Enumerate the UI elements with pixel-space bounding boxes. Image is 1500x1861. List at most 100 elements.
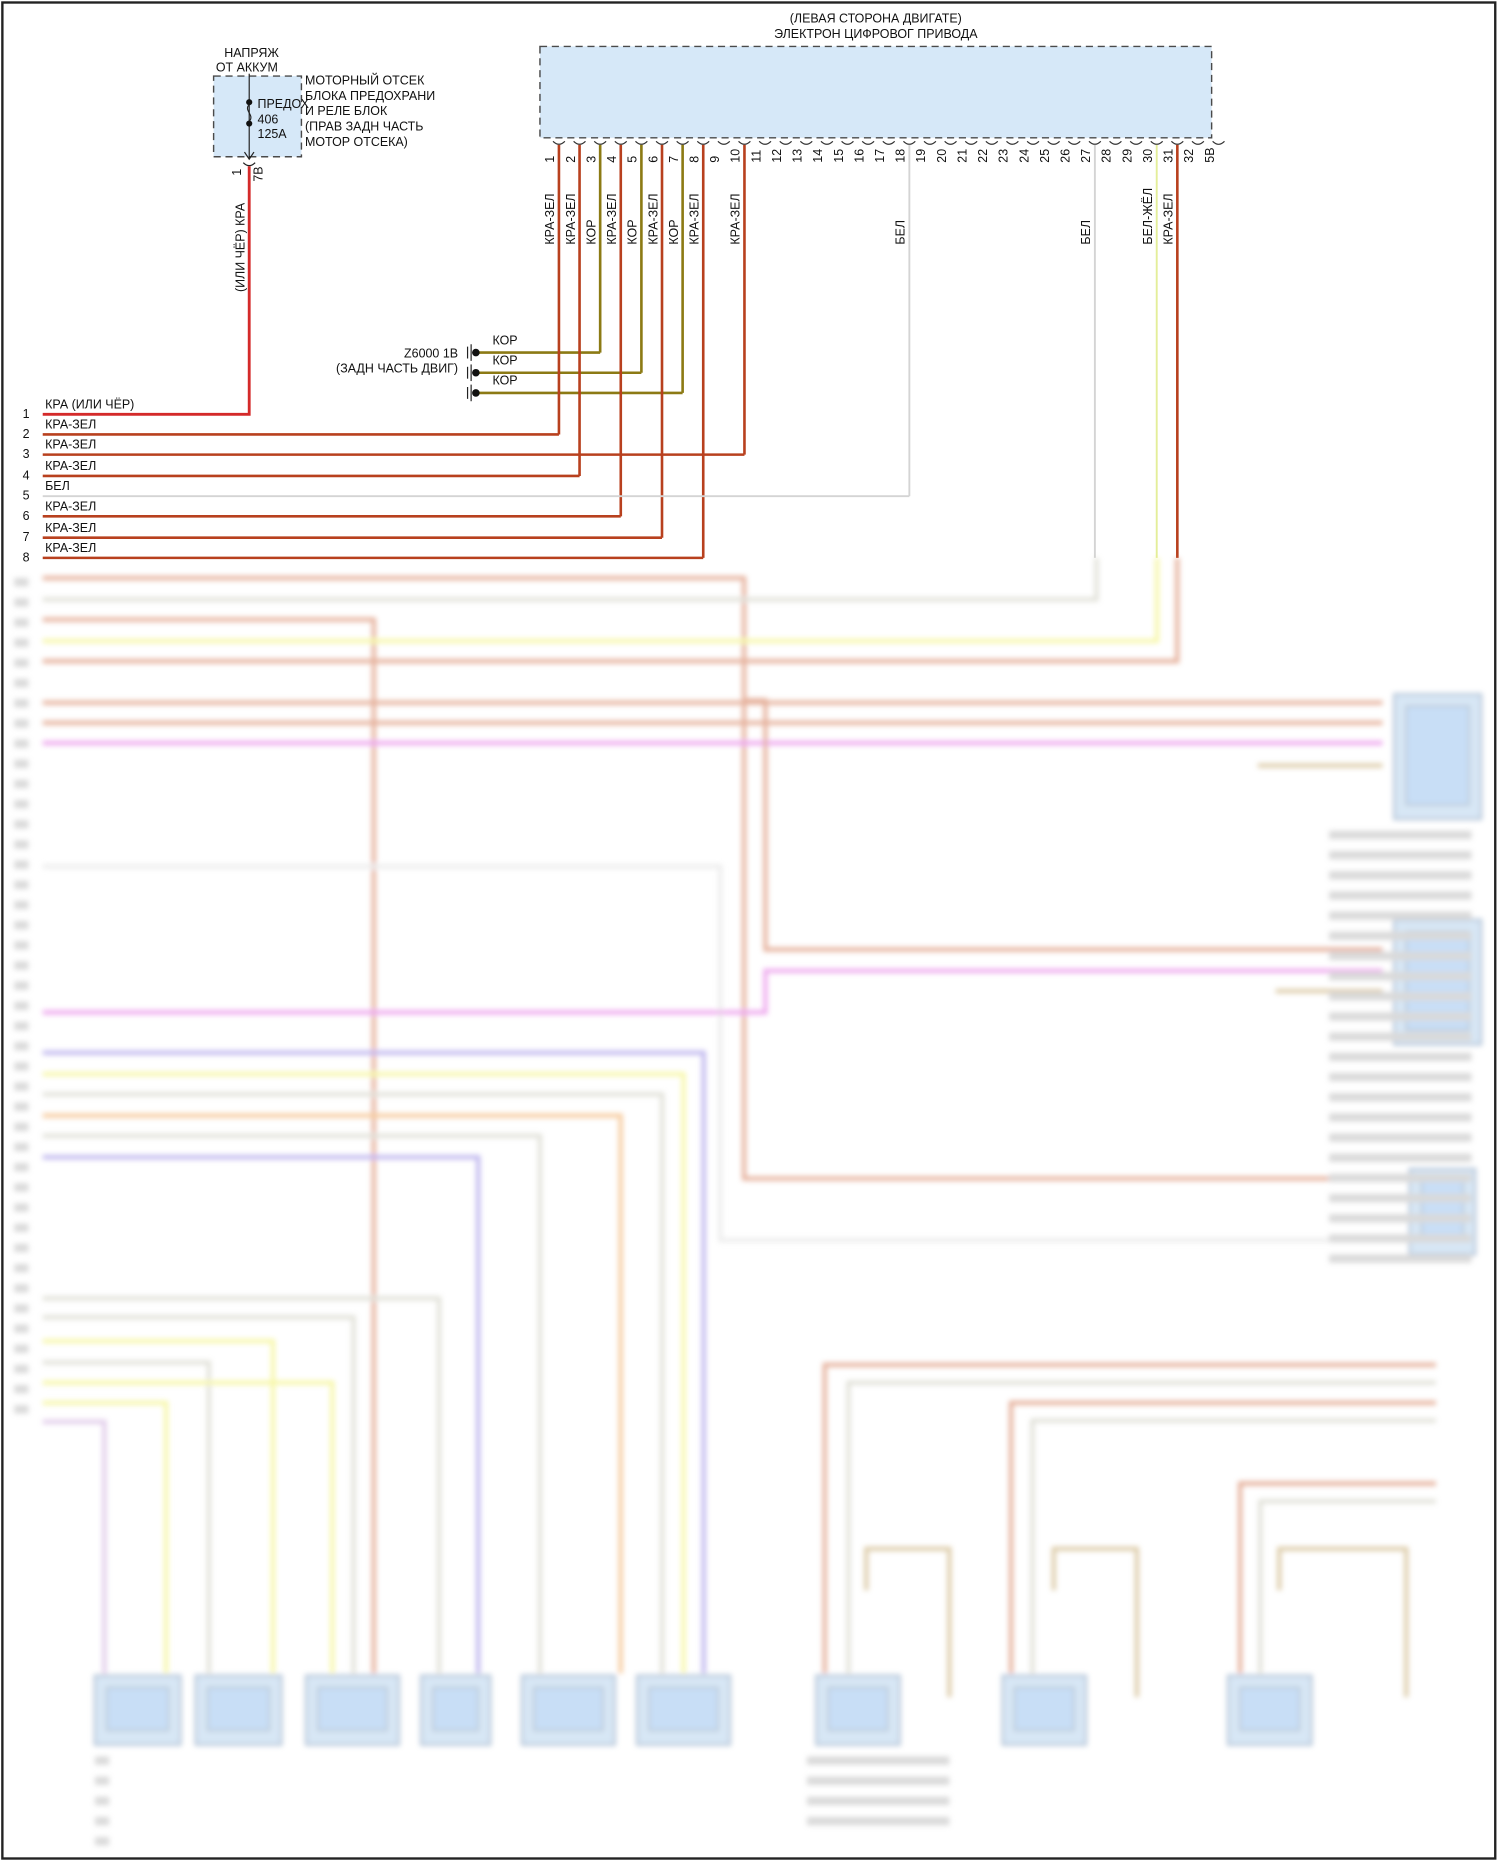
blurred-wire xyxy=(1238,1481,1436,1674)
blurred-wire xyxy=(42,1360,211,1674)
pin-socket-icon xyxy=(861,140,875,145)
blurred-text xyxy=(14,638,29,647)
harness-row-number: 4 xyxy=(23,469,30,483)
blurred-text xyxy=(14,1263,29,1273)
blurred-text xyxy=(1329,830,1472,840)
blurred-wire xyxy=(42,1296,442,1674)
blurred-wire xyxy=(42,1380,335,1674)
pin-number: 14 xyxy=(811,149,825,163)
harness-row-label: КРА-ЗЕЛ xyxy=(45,459,96,473)
supply-label-1: НАПРЯЖ xyxy=(224,46,279,60)
ground-wire-label: КОР xyxy=(492,374,517,388)
blurred-wire xyxy=(1051,1546,1139,1698)
harness-row-number: 5 xyxy=(23,489,30,503)
pin-number: 15 xyxy=(832,149,846,163)
pin-socket-icon xyxy=(614,140,628,145)
blurred-text xyxy=(94,1756,110,1765)
pin-socket-icon xyxy=(1150,140,1164,145)
blurred-text xyxy=(1329,931,1472,940)
wire-color-label: БЕЛ-ЖЁЛ xyxy=(1141,188,1155,245)
blurred-wire xyxy=(42,575,1407,1181)
fuse-location-label: МОТОР ОТСЕКА) xyxy=(305,135,408,149)
blurred-text xyxy=(94,1776,110,1785)
blurred-text xyxy=(14,739,29,748)
pin-socket-icon xyxy=(882,140,896,145)
blurred-text xyxy=(14,678,29,688)
blurred-text xyxy=(14,658,29,668)
blurred-text xyxy=(14,759,29,768)
digital-drive-module: (ЛЕВАЯ СТОРОНА ДВИГАТЕ) ЭЛЕКТРОН ЦИФРОВО… xyxy=(539,12,1225,163)
blurred-text xyxy=(14,860,29,869)
blurred-wire xyxy=(42,1092,665,1674)
pin-socket-icon xyxy=(964,140,978,145)
pin-socket-icon xyxy=(593,140,607,145)
pin-number: 31 xyxy=(1162,149,1176,163)
module-box xyxy=(539,45,1213,139)
pin-number: 23 xyxy=(997,149,1011,163)
ground-wire-label: КОР xyxy=(492,333,517,347)
fuse-wire-label: (ИЛИ ЧЁР) КРА xyxy=(233,202,247,292)
blurred-text xyxy=(14,961,29,970)
pin-number: 29 xyxy=(1120,149,1134,163)
pin-socket-icon xyxy=(552,140,566,145)
pin-socket-icon xyxy=(758,140,772,145)
blurred-text xyxy=(14,1042,29,1051)
pin-number: 20 xyxy=(935,149,949,163)
fuse-terminal xyxy=(246,120,253,127)
blurred-text xyxy=(1329,871,1472,880)
blurred-text xyxy=(14,1001,29,1011)
blurred-text xyxy=(14,1324,29,1333)
pin-socket-icon xyxy=(717,140,731,145)
blurred-text xyxy=(14,1344,29,1353)
harness-row-number: 6 xyxy=(23,509,30,523)
ground-point xyxy=(472,389,480,397)
harness-row-number: 7 xyxy=(23,530,30,544)
pin-number: 26 xyxy=(1059,149,1073,163)
ground-point xyxy=(472,348,480,357)
blurred-text xyxy=(94,1796,110,1806)
harness-row-label: КРА-ЗЕЛ xyxy=(45,438,96,452)
fuse-rating: 125A xyxy=(258,127,288,141)
blurred-text xyxy=(14,1243,29,1253)
blurred-text xyxy=(1329,1254,1472,1263)
blurred-wire xyxy=(42,1050,706,1674)
pin-socket-icon xyxy=(1212,140,1225,145)
blurred-wire xyxy=(42,1419,107,1674)
pin-socket-icon xyxy=(738,140,751,145)
blurred-text xyxy=(1329,850,1472,860)
ground-z6000: Z6000 1B (ЗАДН ЧАСТЬ ДВИГ) КОР КОР КОР xyxy=(336,333,683,402)
blurred-text xyxy=(14,1304,29,1313)
wire-color-label: КРА-ЗЕЛ xyxy=(1162,193,1176,244)
module-title-1: (ЛЕВАЯ СТОРОНА ДВИГАТЕ) xyxy=(790,12,962,26)
ground-id: Z6000 1B xyxy=(404,346,458,360)
ground-wire-label: КОР xyxy=(492,353,517,367)
pin-socket-icon xyxy=(944,140,957,145)
pin-socket-icon xyxy=(779,140,793,145)
pin-number: 8 xyxy=(687,156,701,163)
harness-row-label: КРА-ЗЕЛ xyxy=(45,541,96,555)
blurred-text xyxy=(14,1142,29,1152)
blurred-text xyxy=(1329,891,1472,900)
blurred-text xyxy=(1329,1193,1472,1203)
fuse-location-label: (ПРАВ ЗАДН ЧАСТЬ xyxy=(305,120,423,134)
blurred-text xyxy=(14,1203,29,1212)
blurred-text xyxy=(14,1223,29,1232)
blurred-text xyxy=(1329,992,1472,1001)
blurred-text xyxy=(1329,1153,1472,1162)
pin-number: 5 xyxy=(626,156,640,163)
harness-row-label: БЕЛ xyxy=(45,479,70,493)
blurred-text xyxy=(14,578,29,587)
blurred-text xyxy=(14,921,29,930)
wire-color-label: КРА-ЗЕЛ xyxy=(687,193,701,244)
blurred-text xyxy=(94,1816,110,1826)
blurred-text xyxy=(14,799,29,809)
blurred-wire xyxy=(846,1380,1436,1674)
blurred-text xyxy=(1329,1113,1472,1122)
blurred-wire xyxy=(42,557,1180,664)
fuse-connector-id: 7B xyxy=(251,166,265,181)
blurred-wire xyxy=(42,1133,543,1674)
blurred-wire xyxy=(42,1400,169,1674)
blurred-text xyxy=(14,840,29,849)
blurred-text xyxy=(1329,1032,1472,1041)
